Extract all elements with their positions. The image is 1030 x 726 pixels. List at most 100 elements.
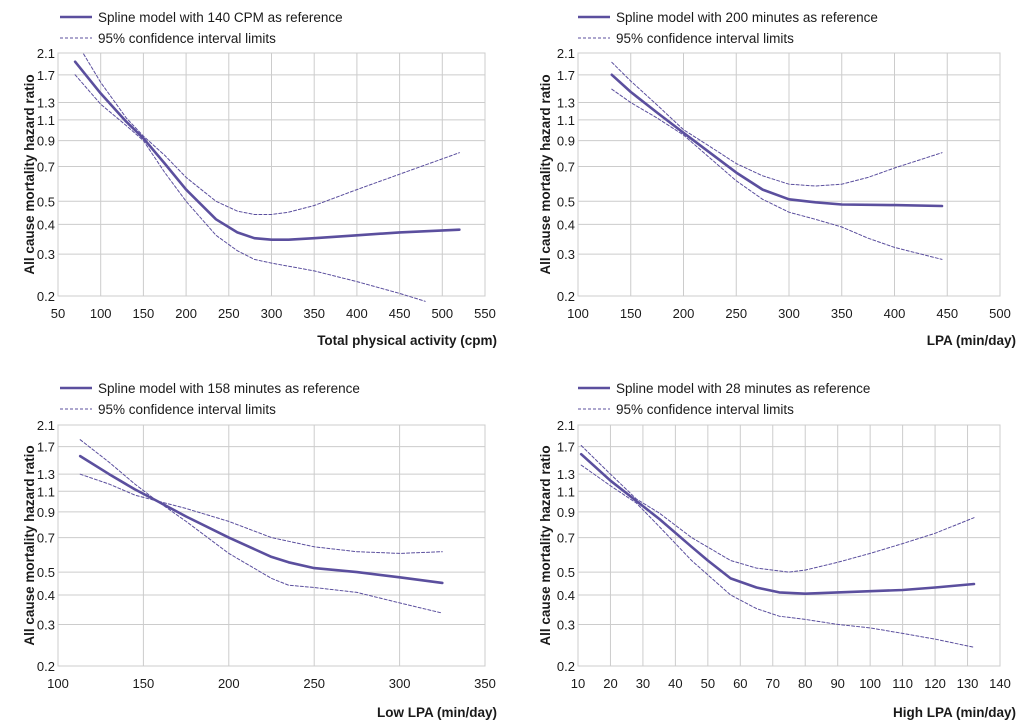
x-tick-label: 300: [389, 676, 411, 691]
x-tick-label: 250: [725, 306, 747, 321]
ci-limit-line: [79, 473, 443, 614]
x-tick-label: 90: [830, 676, 844, 691]
chart-panel-4: 0.2 0.3 0.4 0.5 0.7 0.9 1.1 1.3 1.7 2.1 10 20 30 40 50…: [538, 381, 1016, 720]
legend: Spline model with 28 minutes as referenc…: [578, 381, 870, 417]
y-tick-label: 0.9: [557, 134, 575, 149]
x-axis-label: LPA (min/day): [927, 333, 1016, 348]
y-tick-label: 1.1: [37, 484, 55, 499]
y-tick-label: 1.3: [37, 467, 55, 482]
y-tick-label: 0.4: [37, 588, 55, 603]
y-tick-label: 0.9: [37, 134, 55, 149]
plot-frame: [57, 52, 486, 297]
y-tick-label: 0.4: [37, 217, 55, 232]
y-tick-label: 1.7: [557, 440, 575, 455]
y-tick-label: 0.5: [557, 194, 575, 209]
spline-line: [78, 454, 444, 585]
y-axis-label: All cause mortality hazard ratio: [538, 445, 553, 645]
x-tick-label: 150: [133, 306, 155, 321]
x-tick-label: 100: [47, 676, 69, 691]
chart-panel-2: 0.2 0.3 0.4 0.5 0.7 0.9 1.1 1.3 1.7 2.1 100 150 200 2…: [538, 10, 1016, 348]
y-tick-label: 0.2: [37, 659, 55, 674]
x-tick-label: 300: [261, 306, 283, 321]
y-tick-label: 0.5: [37, 565, 55, 580]
x-tick-label: 450: [936, 306, 958, 321]
x-tick-label: 130: [957, 676, 979, 691]
y-tick-label: 0.5: [37, 194, 55, 209]
legend-label-ci: 95% confidence interval limits: [616, 31, 794, 46]
plot-frame: [57, 424, 486, 667]
y-tick-label: 1.1: [37, 113, 55, 128]
y-tick-label: 0.7: [557, 531, 575, 546]
ci-limit-line: [580, 464, 975, 648]
legend-label-spline: Spline model with 140 CPM as reference: [98, 10, 343, 25]
x-tick-label: 30: [636, 676, 650, 691]
x-tick-label: 20: [603, 676, 617, 691]
x-tick-label: 450: [389, 306, 411, 321]
y-tick-label: 1.3: [37, 96, 55, 111]
spline-line: [610, 73, 944, 208]
plot-frame: [577, 52, 1001, 297]
y-tick-label: 0.2: [37, 289, 55, 304]
y-tick-label: 0.3: [557, 617, 575, 632]
x-axis-label: High LPA (min/day): [893, 705, 1016, 720]
x-tick-label: 500: [989, 306, 1011, 321]
chart-panel-3: 0.2 0.3 0.4 0.5 0.7 0.9 1.1 1.3 1.7 2.1 100 150 200 2…: [22, 381, 497, 720]
x-tick-label: 550: [474, 306, 496, 321]
y-tick-label: 0.3: [557, 247, 575, 262]
x-tick-label: 100: [567, 306, 589, 321]
ci-limit-line: [611, 88, 943, 260]
y-tick-label: 0.3: [37, 617, 55, 632]
legend: Spline model with 158 minutes as referen…: [60, 381, 360, 417]
x-tick-label: 100: [90, 306, 112, 321]
x-tick-label: 40: [668, 676, 682, 691]
x-tick-label: 500: [431, 306, 453, 321]
ci-limit-line: [74, 74, 426, 302]
y-tick-label: 1.7: [557, 68, 575, 83]
y-axis-label: All cause mortality hazard ratio: [22, 74, 37, 274]
y-tick-label: 0.7: [37, 531, 55, 546]
y-tick-label: 1.7: [37, 68, 55, 83]
x-tick-label: 80: [798, 676, 812, 691]
legend-label-spline: Spline model with 28 minutes as referenc…: [616, 381, 870, 396]
x-tick-label: 350: [303, 306, 325, 321]
y-tick-label: 0.3: [37, 247, 55, 262]
x-tick-label: 10: [571, 676, 585, 691]
x-tick-label: 200: [218, 676, 240, 691]
x-tick-label: 350: [831, 306, 853, 321]
y-axis-label: All cause mortality hazard ratio: [538, 74, 553, 274]
x-tick-label: 150: [133, 676, 155, 691]
y-tick-label: 0.2: [557, 659, 575, 674]
ci-limit-line: [580, 445, 975, 573]
legend: Spline model with 140 CPM as reference 95…: [60, 10, 343, 46]
x-tick-label: 400: [346, 306, 368, 321]
x-tick-label: 250: [303, 676, 325, 691]
x-tick-label: 70: [766, 676, 780, 691]
x-tick-label: 100: [859, 676, 881, 691]
y-tick-label: 0.4: [557, 217, 575, 232]
x-tick-label: 300: [778, 306, 800, 321]
x-tick-label: 60: [733, 676, 747, 691]
y-tick-label: 0.7: [37, 160, 55, 175]
legend-label-ci: 95% confidence interval limits: [616, 402, 794, 417]
y-tick-label: 0.4: [557, 588, 575, 603]
x-tick-label: 50: [701, 676, 715, 691]
legend-label-ci: 95% confidence interval limits: [98, 31, 276, 46]
y-tick-label: 1.1: [557, 484, 575, 499]
y-tick-label: 1.3: [557, 467, 575, 482]
y-tick-label: 2.1: [557, 418, 575, 433]
x-tick-label: 120: [924, 676, 946, 691]
legend: Spline model with 200 minutes as referen…: [578, 10, 878, 46]
y-tick-label: 1.3: [557, 96, 575, 111]
x-tick-label: 400: [884, 306, 906, 321]
spline-line: [579, 452, 976, 595]
y-axis-label: All cause mortality hazard ratio: [22, 445, 37, 645]
ci-limit-line: [611, 61, 943, 187]
legend-label-spline: Spline model with 158 minutes as referen…: [98, 381, 360, 396]
y-tick-label: 2.1: [37, 46, 55, 61]
x-tick-label: 200: [673, 306, 695, 321]
spline-line: [73, 60, 461, 241]
x-tick-label: 150: [620, 306, 642, 321]
chart-panel-1: 0.2 0.3 0.4 0.5 0.7 0.9 1.1 1.3 1.7 2.1 50 100 150 20…: [22, 10, 497, 348]
y-tick-label: 0.9: [37, 505, 55, 520]
